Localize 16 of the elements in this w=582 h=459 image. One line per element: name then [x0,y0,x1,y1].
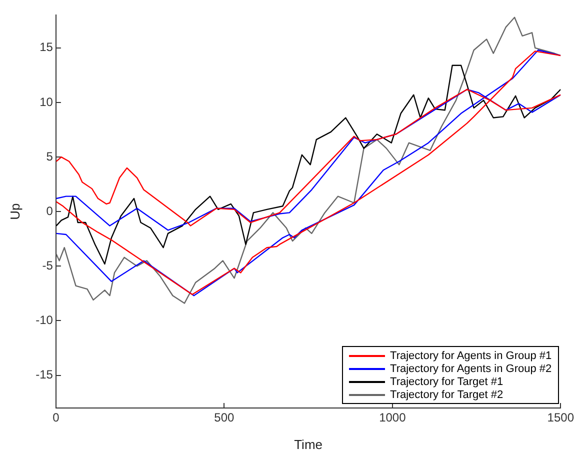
legend-label: Trajectory for Agents in Group #1 [390,350,552,362]
y-tick-label: -15 [36,368,54,382]
x-tick-label: 1000 [379,410,406,425]
y-axis-title: Up [7,203,22,220]
y-tick-label: 15 [40,40,54,54]
y-tick-label: -5 [42,258,54,272]
y-tick-label: 10 [40,94,54,109]
y-tick-label: 0 [46,204,54,218]
y-tick-label: 5 [46,149,54,164]
legend-label: Trajectory for Agents in Group #2 [390,362,552,374]
y-tick-label: -10 [36,313,54,328]
x-tick-label: 1500 [547,410,574,425]
legend-label: Trajectory for Target #1 [390,376,504,388]
x-axis-title: Time [294,436,322,452]
x-tick-label: 500 [214,410,235,425]
legend-label: Trajectory for Target #2 [390,388,504,400]
